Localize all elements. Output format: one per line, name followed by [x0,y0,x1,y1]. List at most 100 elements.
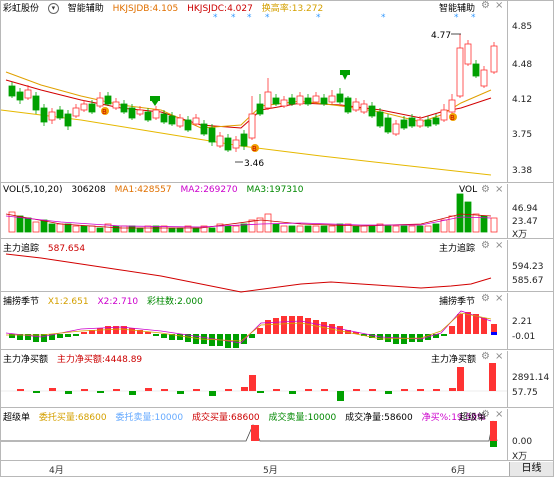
wt-sell: 委托卖量:10000 [115,413,184,423]
buy-marker: B [450,114,455,122]
svg-text:*: * [231,13,236,23]
svg-text:*: * [454,13,459,23]
fishing-caizhu: 彩柱数:2.000 [147,297,203,307]
vol-ma2: MA2:269270 [180,185,238,195]
main-force-header: 主力追踪 587.654 [3,241,91,254]
price-panel[interactable]: 彩虹股份 ▾ 智能辅助 HKJSJDB:4.105 HKJSJDC:4.027 … [0,0,553,183]
price-tick: 3.75 [512,130,533,140]
net-buy-header: 主力净买额 主力净买额:4448.89 [3,352,148,365]
price-tick: 3.38 [512,166,533,176]
cj-buy: 成交买量:68600 [191,413,260,423]
super-order-tick: 0.00 [512,437,533,447]
main-force-title: 主力追踪 [3,244,40,254]
svg-text:*: * [316,13,321,23]
indicator-dropdown-icon[interactable]: ▾ [47,3,59,14]
gear-icon[interactable]: ⚙ [481,184,490,195]
wt-buy: 委托买量:68600 [38,413,107,423]
low-annotation: 3.46 [244,159,264,169]
volume-header: VOL(5,10,20) 306208 MA1:428557 MA2:26927… [3,185,309,195]
super-order-bars [1,420,498,447]
net-buy-right-label: 主力净买额 [431,355,477,365]
close-icon[interactable]: × [495,351,504,362]
date-label: 4月 [49,466,64,476]
close-icon[interactable]: × [495,293,504,304]
svg-text:*: * [471,13,476,23]
price-right-label: 智能辅助 [439,4,476,14]
stock-name: 彩虹股份 [3,4,40,14]
gear-icon[interactable]: ⚙ [481,409,490,420]
close-icon[interactable]: × [495,240,504,251]
super-order-axis: 0.00 X万 [507,409,553,462]
net-buy-value: 主力净买额:4448.89 [56,355,143,365]
date-label: 6月 [451,466,466,476]
net-buy-title: 主力净买额 [3,355,49,365]
fishing-right-label: 捕捞季节 [439,297,476,307]
turnover-value: 换高率:13.272 [261,4,324,14]
gear-icon[interactable]: ⚙ [481,240,490,251]
close-icon[interactable]: × [495,184,504,195]
fishing-axis: 2.21 -0.01 [507,293,553,349]
gear-icon[interactable]: ⚙ [481,351,490,362]
fishing-season-header: 捕捞季节 X1:2.651 X2:2.710 彩柱数:2.000 [3,294,209,307]
net-buy-tick: 2891.14 [512,373,550,383]
hkjsjdb-value: HKJSJDB:4.105 [112,4,179,14]
price-candles: * * * * * * * * B B B 4.77 3.46 [0,13,498,176]
volume-tick: 46.94 [512,204,538,214]
super-order-title: 超级单 [3,413,31,423]
net-buy-axis: 2891.14 57.75 [507,351,553,407]
net-ratio: 净买%:19.59% [421,413,486,423]
cj-net: 成交净量:58600 [345,413,413,423]
fishing-x1: X1:2.651 [47,297,89,307]
svg-text:*: * [265,13,270,23]
fishing-tick: -0.01 [512,332,536,342]
fishing-season-title: 捕捞季节 [3,297,40,307]
price-tick: 4.85 [512,22,533,32]
date-label: 5月 [263,466,278,476]
main-force-right-label: 主力追踪 [439,244,476,254]
period-button[interactable]: 日线 [509,462,553,476]
buy-marker: B [252,145,257,153]
hkjsjdc-value: HKJSJDC:4.027 [187,4,253,14]
price-tick: 4.12 [512,95,533,105]
main-force-tick: 594.23 [512,262,544,272]
volume-right-label: VOL [459,185,478,195]
main-force-panel[interactable]: 主力追踪 587.654 主力追踪 ⚙ × 594.23 585.67 [1,240,553,293]
price-tick: 4.48 [512,60,533,70]
cj-sell: 成交卖量:10000 [268,413,337,423]
vol-ma1: MA1:428557 [114,185,172,195]
main-force-line [5,253,492,293]
main-force-axis: 594.23 585.67 [507,240,553,291]
svg-text:*: * [381,13,386,23]
net-buy-tick: 57.75 [512,388,538,398]
volume-tick: 23.47 [512,217,538,227]
volume-bars [5,193,498,233]
date-axis: 4月 5月 6月 日线 [1,462,553,476]
buy-marker: B [102,108,107,116]
main-force-value: 587.654 [47,244,86,254]
super-order-panel[interactable]: 超级单 委托买量:68600 委托卖量:10000 成交买量:68600 成交卖… [1,409,553,462]
fishing-bars [5,310,497,348]
vol-ma3: MA3:197310 [246,185,304,195]
super-order-unit: X万 [512,452,528,462]
svg-text:*: * [213,13,218,23]
close-icon[interactable]: × [495,409,504,420]
fishing-tick: 2.21 [512,317,533,327]
main-force-tick: 585.67 [512,276,544,286]
price-axis: 4.85 4.48 4.12 3.75 3.38 [507,0,553,182]
gear-icon[interactable]: ⚙ [481,293,490,304]
super-order-right-label: 超级单 [459,413,487,423]
volume-title: VOL(5,10,20) [3,185,63,195]
super-order-header: 超级单 委托买量:68600 委托卖量:10000 成交买量:68600 成交卖… [3,410,492,423]
volume-axis: 46.94 23.47 X万 [507,184,553,240]
gear-icon[interactable]: ⚙ [481,0,490,11]
volume-panel[interactable]: VOL(5,10,20) 306208 MA1:428557 MA2:26927… [1,184,553,240]
fishing-season-panel[interactable]: 捕捞季节 X1:2.651 X2:2.710 彩柱数:2.000 捕捞季节 ⚙ … [1,293,553,350]
net-buy-panel[interactable]: 主力净买额 主力净买额:4448.89 主力净买额 ⚙ × 2891.14 57… [1,351,553,408]
volume-value: 306208 [71,185,106,195]
price-header: 彩虹股份 ▾ 智能辅助 HKJSJDB:4.105 HKJSJDC:4.027 … [3,1,329,14]
svg-text:*: * [247,13,252,23]
net-buy-bars [1,363,507,401]
close-icon[interactable]: × [495,0,504,11]
indicator-name[interactable]: 智能辅助 [67,4,104,14]
high-annotation: 4.77 [431,31,451,41]
